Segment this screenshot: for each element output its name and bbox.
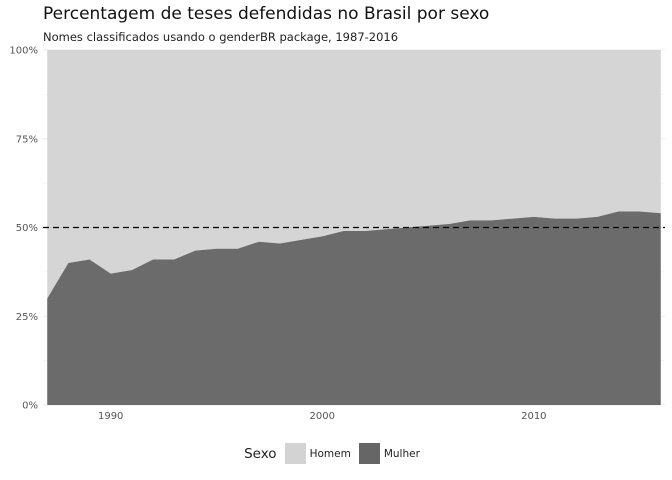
legend-item-mulher: Mulher xyxy=(358,443,420,464)
legend-label-homem: Homem xyxy=(309,447,351,460)
legend-swatch-homem xyxy=(284,443,306,464)
legend-swatch-mulher xyxy=(358,443,380,464)
x-tick-label: 1990 xyxy=(98,411,123,422)
area-series-mulher xyxy=(47,211,661,405)
y-tick-label: 75% xyxy=(16,134,38,145)
y-tick-label: 100% xyxy=(9,46,38,57)
legend-label-mulher: Mulher xyxy=(383,447,420,460)
y-tick-label: 0% xyxy=(22,401,38,412)
x-tick-label: 2010 xyxy=(521,411,546,422)
y-tick-label: 50% xyxy=(16,223,38,234)
area-series-homem xyxy=(47,50,661,299)
chart-legend: Sexo Homem Mulher xyxy=(0,443,672,464)
legend-title: Sexo xyxy=(244,445,277,462)
chart-title: Percentagem de teses defendidas no Brasi… xyxy=(43,4,490,24)
legend-item-homem: Homem xyxy=(284,443,351,464)
y-tick-label: 25% xyxy=(16,312,38,323)
x-tick-label: 2000 xyxy=(310,411,335,422)
chart-subtitle: Nomes classificados usando o genderBR pa… xyxy=(43,30,399,44)
